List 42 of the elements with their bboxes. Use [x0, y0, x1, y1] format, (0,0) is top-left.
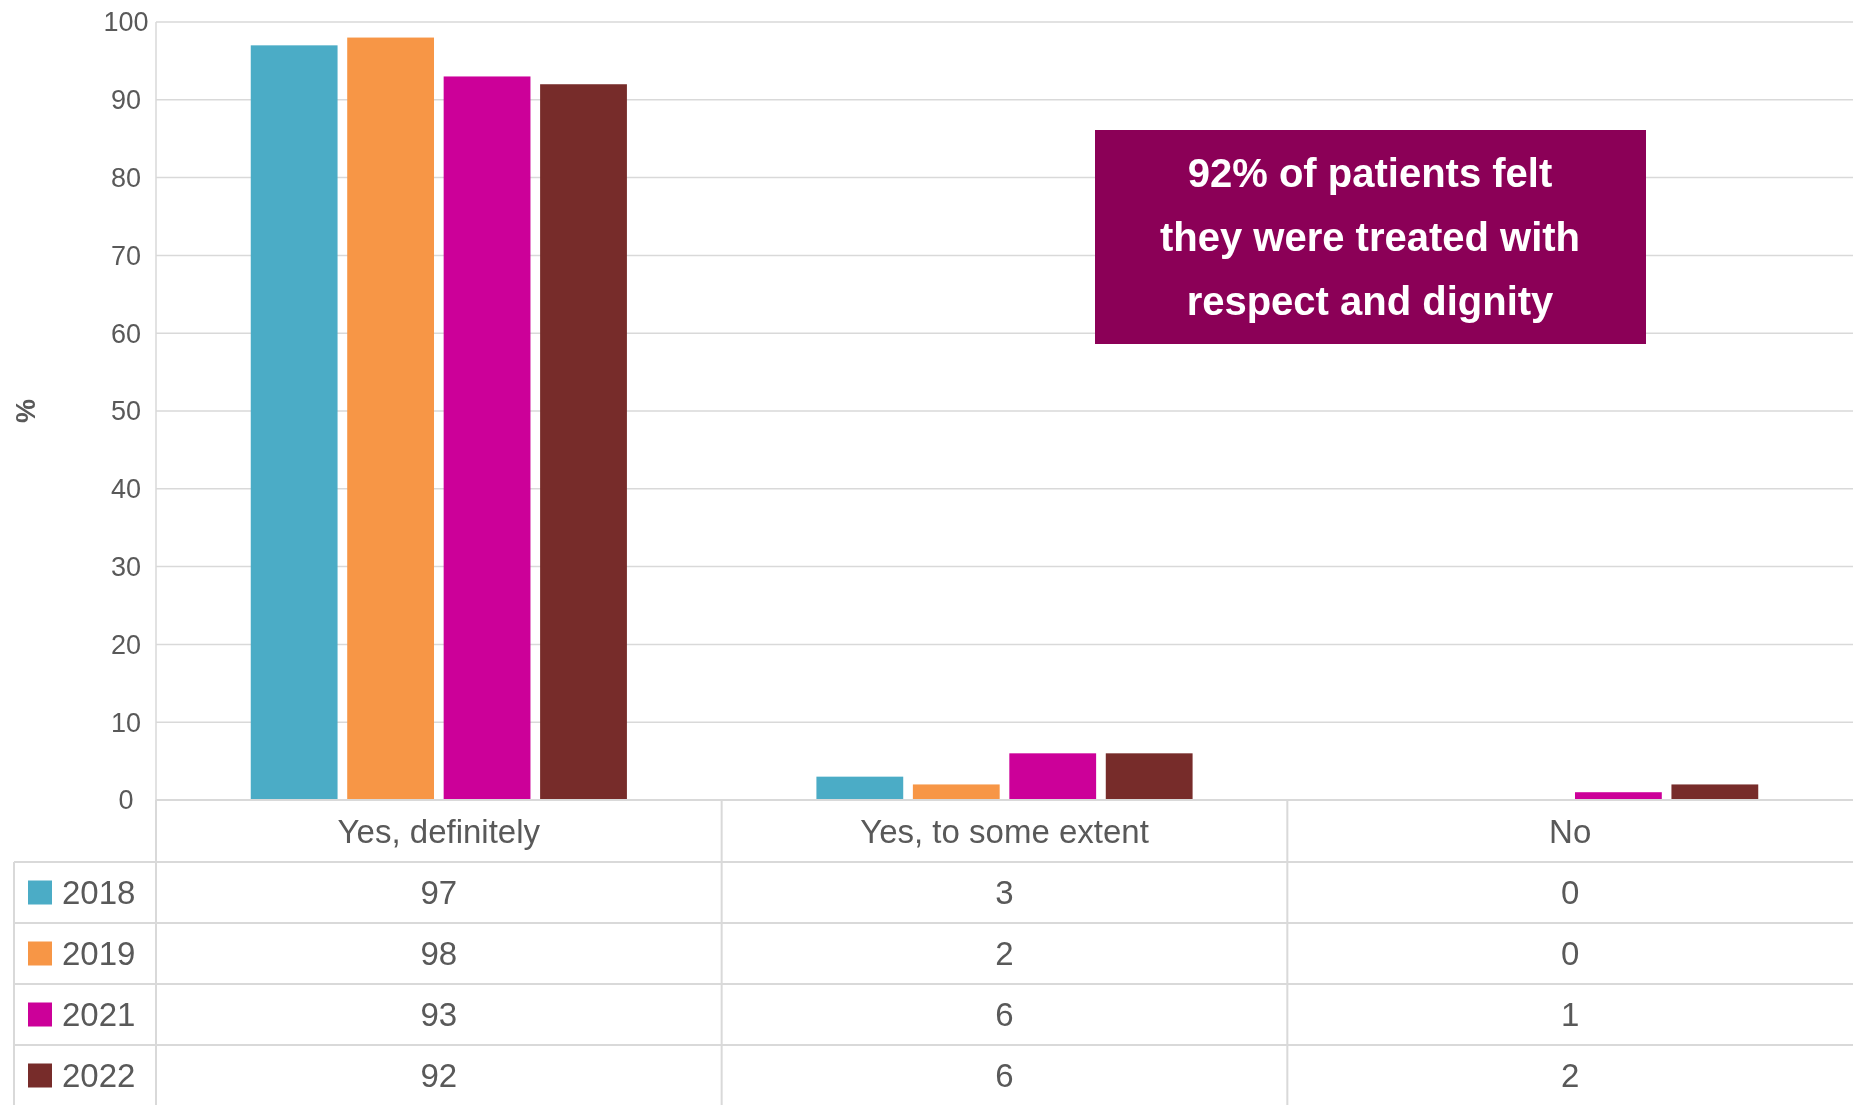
legend-label: 2018 — [62, 874, 136, 912]
data-label: 2 — [1560, 1057, 1580, 1095]
bar — [540, 84, 627, 800]
y-tick-label: 50 — [110, 396, 142, 427]
bar — [1009, 753, 1097, 800]
y-tick-label: 30 — [110, 552, 142, 583]
data-label: 2 — [995, 935, 1014, 973]
data-label: 0 — [1560, 935, 1580, 973]
data-label: 0 — [1560, 874, 1580, 912]
annotation: 92% of patients felt they were treated with respect and dignity — [1159, 151, 1581, 323]
x-tick-label: Yes, to some extent — [860, 812, 1149, 850]
y-tick-label: 60 — [110, 318, 142, 349]
data-label: 6 — [995, 996, 1014, 1034]
legend-label: 2021 — [62, 996, 136, 1034]
data-label: 92 — [420, 1057, 458, 1095]
y-tick-label: 100 — [103, 7, 149, 38]
bar — [347, 37, 435, 800]
data-label: 98 — [420, 935, 458, 973]
y-tick-label: 70 — [110, 240, 142, 271]
data-label: 3 — [995, 874, 1014, 912]
y-axis-title: % — [11, 398, 42, 424]
data-label: 6 — [995, 1057, 1014, 1095]
bar — [1574, 792, 1662, 800]
y-tick-label: 90 — [110, 85, 142, 116]
y-tick-label: 20 — [110, 629, 142, 660]
bar — [1671, 784, 1759, 800]
legend-label: 2019 — [62, 935, 136, 973]
legend-label: 2022 — [62, 1057, 136, 1095]
bar — [443, 76, 531, 800]
y-tick-label: 10 — [110, 707, 142, 738]
y-tick-label: 80 — [110, 163, 142, 194]
x-tick-label: No — [1549, 812, 1592, 850]
x-tick-label: Yes, definitely — [337, 812, 541, 850]
y-tick-label: 40 — [110, 474, 142, 505]
y-tick-label: 0 — [118, 785, 134, 816]
bar — [912, 784, 1000, 800]
bar — [1105, 753, 1193, 800]
data-label: 97 — [420, 874, 458, 912]
bar — [816, 776, 904, 800]
data-label: 93 — [420, 996, 458, 1034]
data-label: 1 — [1560, 996, 1580, 1034]
bar — [250, 45, 338, 800]
